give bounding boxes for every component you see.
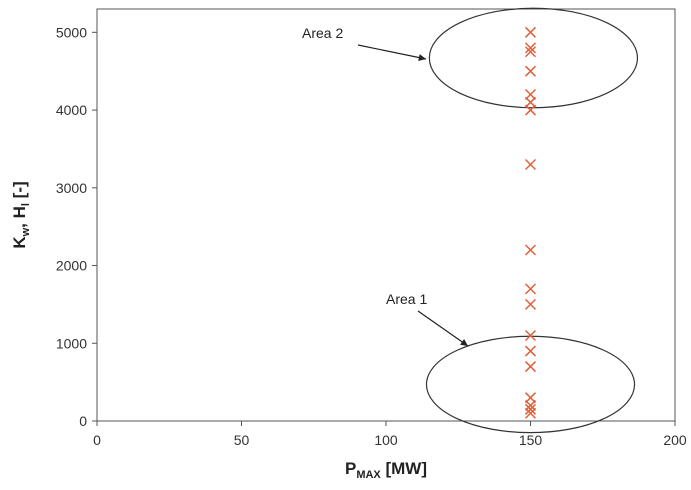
annotation-ellipse — [428, 7, 639, 109]
y-tick-label: 1000 — [56, 335, 87, 351]
x-tick-label: 200 — [663, 432, 687, 448]
y-axis-ticks: 0 1000 2000 3000 4000 5000 — [56, 24, 97, 429]
data-point — [524, 96, 537, 108]
y-tick-label: 4000 — [56, 102, 87, 118]
data-point — [524, 361, 537, 373]
annotation-labels: Area 1 Area 2 — [302, 25, 469, 347]
y-tick-label: 0 — [79, 413, 87, 429]
data-point — [524, 104, 537, 116]
y-tick-label: 3000 — [56, 180, 87, 196]
data-point — [524, 345, 537, 357]
y-axis-title: Kw, Hl [-] — [10, 181, 32, 248]
data-point — [524, 329, 537, 342]
y-tick-label: 2000 — [56, 258, 87, 274]
data-point — [524, 88, 537, 101]
data-point — [524, 65, 537, 77]
annotation-arrowhead — [418, 54, 426, 61]
y-tick-label: 5000 — [56, 24, 87, 40]
data-point — [524, 298, 537, 310]
data-point — [524, 392, 537, 404]
data-point — [524, 244, 537, 256]
x-tick-label: 100 — [374, 432, 398, 448]
data-point — [524, 403, 537, 415]
annotation-arrow — [357, 44, 427, 60]
x-axis-title: PMAX [MW] — [345, 459, 427, 481]
data-point — [524, 26, 537, 38]
annotation-label: Area 2 — [302, 25, 343, 41]
data-points — [524, 26, 537, 419]
plot-frame — [96, 8, 676, 422]
data-point — [524, 283, 537, 295]
annotation-arrow — [417, 310, 469, 347]
annotation-label: Area 1 — [386, 291, 427, 307]
data-point — [524, 42, 537, 54]
data-point — [524, 407, 537, 419]
x-tick-label: 0 — [93, 432, 101, 448]
x-tick-label: 150 — [519, 432, 543, 448]
x-tick-label: 50 — [234, 432, 250, 448]
data-point — [524, 46, 537, 58]
x-axis-ticks: 0 50 100 150 200 — [93, 421, 687, 448]
data-point — [524, 158, 537, 171]
annotation-arrowhead — [460, 339, 468, 346]
data-point — [524, 399, 537, 411]
